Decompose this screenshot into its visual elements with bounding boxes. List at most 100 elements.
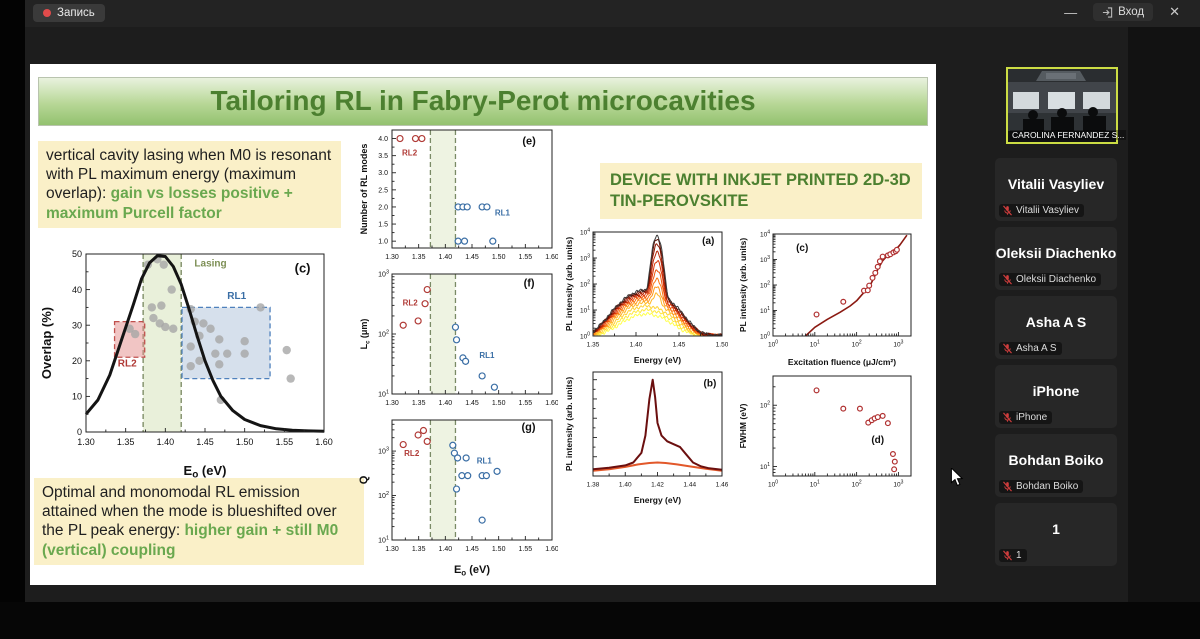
participant-label: Vitalii Vasyliev	[999, 204, 1084, 217]
recording-indicator[interactable]: Запись	[33, 4, 105, 22]
mic-muted-icon	[1003, 343, 1012, 354]
presentation-slide: Tailoring RL in Fabry-Perot microcavitie…	[30, 64, 936, 585]
svg-text:1.38: 1.38	[587, 482, 600, 489]
svg-text:Overlap (%): Overlap (%)	[42, 307, 54, 379]
svg-text:0: 0	[77, 427, 82, 437]
note-top-text: vertical cavity lasing when M0 is resona…	[46, 147, 332, 203]
svg-text:1.30: 1.30	[385, 254, 399, 261]
svg-text:102: 102	[852, 340, 862, 349]
svg-text:1.50: 1.50	[492, 400, 506, 407]
svg-text:(a): (a)	[702, 236, 714, 247]
svg-text:1.50: 1.50	[716, 342, 728, 349]
participant-name: iPhone	[1032, 383, 1080, 399]
mic-muted-icon	[1003, 205, 1012, 216]
svg-text:1.60: 1.60	[545, 400, 558, 407]
close-button[interactable]: ✕	[1169, 4, 1180, 19]
svg-text:1.42: 1.42	[651, 482, 664, 489]
chart-coherence-length: 1.30 1.35 1.40 1.45 1.50 1.55 1.60 101 102 103 Lc …	[358, 268, 559, 419]
participant-label: Bohdan Boiko	[999, 480, 1084, 493]
svg-text:1.30: 1.30	[77, 437, 95, 447]
participant-label-text: iPhone	[1016, 412, 1048, 423]
speaker-video-tile[interactable]: CAROLINA FERNANDEZ S...	[1006, 67, 1127, 144]
svg-text:10: 10	[72, 392, 82, 402]
svg-text:RL2: RL2	[403, 298, 419, 307]
svg-text:1.0: 1.0	[378, 239, 388, 246]
slide-title-banner: Tailoring RL in Fabry-Perot microcavitie…	[38, 77, 928, 126]
svg-text:(f): (f)	[524, 277, 535, 289]
participant-name: Bohdan Boiko	[1008, 452, 1104, 468]
participant-label-text: Bohdan Boiko	[1016, 481, 1079, 492]
svg-text:1.55: 1.55	[276, 437, 294, 447]
svg-text:2.0: 2.0	[378, 204, 388, 211]
recording-label: Запись	[57, 7, 95, 19]
svg-text:1.55: 1.55	[519, 546, 533, 553]
svg-text:1.60: 1.60	[315, 437, 333, 447]
svg-text:103: 103	[893, 480, 903, 489]
chart-fluence: 100 101 102 103 100 101 102 103 104 Excitation fl…	[737, 226, 919, 373]
participant-label: Oleksii Diachenko	[999, 273, 1102, 286]
chart-rl-modes: 1.30 1.35 1.40 1.45 1.50 1.55 1.60 1.0 1.5 2.0 2.5…	[358, 122, 559, 273]
participant-tile-6[interactable]: 1 1	[995, 503, 1117, 566]
note-top-highlight: gain vs losses positive + maximum Purcel…	[46, 185, 293, 222]
svg-text:RL1: RL1	[479, 351, 495, 360]
participant-label-text: Vitalii Vasyliev	[1016, 205, 1079, 216]
speaker-video-preview	[1008, 69, 1116, 142]
svg-text:103: 103	[760, 255, 770, 264]
svg-text:PL intensity (arb. units): PL intensity (arb. units)	[564, 237, 574, 331]
minimize-button[interactable]: —	[1064, 4, 1078, 20]
svg-text:1.40: 1.40	[619, 482, 632, 489]
participant-label: iPhone	[999, 411, 1053, 424]
svg-text:Lasing: Lasing	[194, 258, 226, 269]
chart-quality-factor: 1.30 1.35 1.40 1.45 1.50 1.55 1.60 101 102 103 Eo …	[358, 414, 559, 581]
svg-text:1.55: 1.55	[519, 254, 533, 261]
svg-text:100: 100	[580, 331, 590, 340]
svg-text:1.40: 1.40	[439, 400, 453, 407]
svg-text:104: 104	[760, 229, 770, 238]
svg-text:1.35: 1.35	[412, 546, 426, 553]
participant-tile-3[interactable]: Asha A S Asha A S	[995, 296, 1117, 359]
svg-text:RL1: RL1	[477, 457, 493, 466]
svg-text:1.40: 1.40	[439, 546, 453, 553]
svg-text:Eo (eV): Eo (eV)	[454, 564, 490, 576]
svg-text:Eo (eV): Eo (eV)	[184, 463, 227, 478]
chart-pl-spectra: 1.35 1.40 1.45 1.50 100 101 102 103 104 Energy (e…	[563, 226, 729, 371]
svg-text:1.40: 1.40	[630, 342, 643, 349]
svg-text:1.44: 1.44	[683, 482, 696, 489]
svg-text:Number of RL modes: Number of RL modes	[359, 144, 369, 235]
svg-text:50: 50	[72, 249, 82, 259]
svg-text:FWHM (eV): FWHM (eV)	[738, 403, 748, 448]
svg-text:1.5: 1.5	[378, 222, 388, 229]
svg-text:2.5: 2.5	[378, 187, 388, 194]
svg-text:(e): (e)	[522, 136, 536, 148]
svg-text:103: 103	[580, 253, 590, 262]
svg-text:102: 102	[852, 480, 862, 489]
svg-text:1.35: 1.35	[412, 400, 426, 407]
svg-text:Lc (μm): Lc (μm)	[359, 319, 372, 350]
svg-text:1.40: 1.40	[157, 437, 175, 447]
chart-overlap: 1.30 1.35 1.40 1.45 1.50 1.55 1.60 0 10 20 30 40 50 E…	[39, 246, 334, 483]
svg-text:Q: Q	[358, 475, 370, 484]
svg-text:101: 101	[378, 389, 389, 398]
participant-tile-2[interactable]: Oleksii Diachenko Oleksii Diachenko	[995, 227, 1117, 290]
svg-text:1.40: 1.40	[439, 254, 453, 261]
svg-text:1.35: 1.35	[587, 342, 600, 349]
svg-text:102: 102	[378, 491, 389, 500]
svg-text:1.45: 1.45	[673, 342, 686, 349]
participant-name: Asha A S	[1025, 314, 1087, 330]
svg-text:1.30: 1.30	[385, 546, 399, 553]
device-heading: DEVICE WITH INKJET PRINTED 2D-3D TIN-PER…	[600, 163, 922, 220]
svg-text:1.45: 1.45	[465, 400, 479, 407]
participant-label-text: 1	[1016, 550, 1022, 561]
speaker-name: CAROLINA FERNANDEZ S...	[1010, 130, 1127, 140]
svg-text:RL2: RL2	[402, 149, 418, 158]
participant-tile-4[interactable]: iPhone iPhone	[995, 365, 1117, 428]
enter-button[interactable]: Вход	[1093, 3, 1154, 21]
participant-tile-5[interactable]: Bohdan Boiko Bohdan Boiko	[995, 434, 1117, 497]
recording-dot-icon	[43, 9, 51, 17]
svg-text:(c): (c)	[295, 261, 311, 276]
participant-tile-1[interactable]: Vitalii Vasyliev Vitalii Vasyliev	[995, 158, 1117, 221]
mic-muted-icon	[1003, 274, 1012, 285]
svg-text:3.0: 3.0	[378, 170, 388, 177]
svg-text:RL1: RL1	[227, 291, 246, 302]
svg-text:1.60: 1.60	[545, 254, 558, 261]
